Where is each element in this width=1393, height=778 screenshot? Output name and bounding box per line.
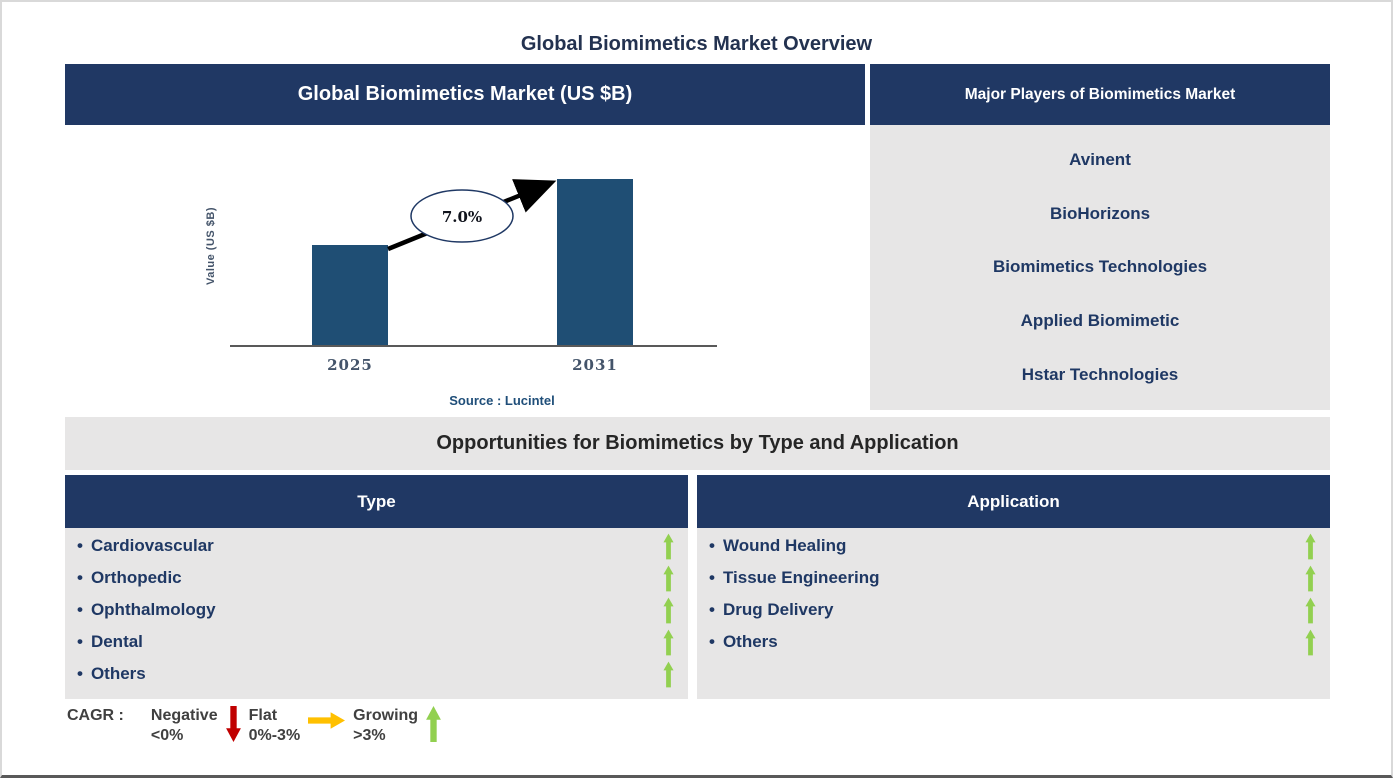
application-item: • Wound Healing: [697, 530, 1330, 562]
opportunities-banner: Opportunities for Biomimetics by Type an…: [65, 417, 1330, 470]
negative-down-arrow-icon: [225, 706, 241, 742]
growing-up-arrow-icon: [663, 565, 674, 591]
bullet: •: [709, 600, 715, 619]
cagr-value-label: 7.0%: [442, 208, 482, 226]
growing-up-arrow-icon: [1305, 629, 1316, 655]
y-axis-label: Value (US $B): [205, 206, 217, 286]
market-bar-chart: Value (US $B) 2025 2031 7.0% Source : Lu…: [65, 125, 865, 414]
application-item: • Others: [697, 626, 1330, 658]
type-header-label: Type: [357, 491, 396, 511]
market-chart-header: Global Biomimetics Market (US $B): [65, 64, 865, 125]
bullet: •: [77, 632, 83, 651]
opportunities-banner-label: Opportunities for Biomimetics by Type an…: [436, 432, 959, 454]
type-item: • Orthopedic: [65, 562, 688, 594]
bullet: •: [77, 536, 83, 555]
market-chart-header-label: Global Biomimetics Market (US $B): [297, 83, 633, 105]
type-item: • Dental: [65, 626, 688, 658]
legend-item-flat: Flat 0%-3%: [249, 706, 301, 746]
page-title: Global Biomimetics Market Overview: [520, 33, 873, 55]
growing-up-arrow-icon: [663, 533, 674, 559]
application-item-label: Drug Delivery: [722, 600, 834, 619]
player-item: Biomimetics Technologies: [992, 257, 1208, 277]
x-tick-2031: 2031: [572, 356, 618, 374]
major-players-header: Major Players of Biomimetics Market: [870, 64, 1330, 125]
application-item: • Tissue Engineering: [697, 562, 1330, 594]
type-item-label: Others: [90, 664, 146, 683]
growing-up-arrow-icon: [1305, 565, 1316, 591]
type-item: • Cardiovascular: [65, 530, 688, 562]
growing-up-arrow-icon: [663, 629, 674, 655]
legend-growing-range: >3%: [353, 727, 386, 744]
growth-arrow-icon: [387, 179, 557, 252]
growing-up-arrow-icon: [426, 706, 441, 742]
growing-up-arrow-icon: [1305, 533, 1316, 559]
application-item: • Drug Delivery: [697, 594, 1330, 626]
application-header: Application: [697, 475, 1330, 528]
type-list: • Cardiovascular • Orthopedic • Ophthalm…: [65, 528, 688, 699]
application-header-label: Application: [967, 491, 1060, 511]
legend-negative-range: <0%: [150, 727, 184, 744]
cagr-annotation-graphic: 7.0%: [387, 179, 557, 252]
legend-item-growing: Growing >3%: [353, 706, 418, 746]
type-item-label: Orthopedic: [90, 568, 182, 587]
cagr-legend-prefix: CAGR :: [67, 707, 124, 724]
application-item-label: Others: [722, 632, 778, 651]
bullet: •: [77, 600, 83, 619]
application-item-label: Tissue Engineering: [722, 568, 880, 587]
legend-flat-range: 0%-3%: [248, 727, 301, 744]
growing-up-arrow-icon: [1305, 597, 1316, 623]
major-players-header-label: Major Players of Biomimetics Market: [964, 85, 1236, 103]
flat-right-arrow-icon: [308, 712, 346, 729]
player-item: Avinent: [1069, 149, 1131, 169]
type-item-label: Ophthalmology: [90, 600, 216, 619]
type-item: • Others: [65, 658, 688, 690]
source-label: Source : Lucintel: [449, 393, 555, 408]
bullet: •: [709, 536, 715, 555]
player-item: Hstar Technologies: [1021, 365, 1179, 385]
x-tick-2025: 2025: [327, 356, 373, 374]
legend-negative-label: Negative: [150, 707, 218, 724]
application-list: • Wound Healing • Tissue Engineering • D…: [697, 528, 1330, 699]
player-item: BioHorizons: [1049, 203, 1151, 223]
bar-2031: [557, 179, 633, 345]
player-item: Applied Biomimetic: [1020, 311, 1180, 331]
bullet: •: [77, 568, 83, 587]
growing-up-arrow-icon: [663, 597, 674, 623]
application-item-label: Wound Healing: [722, 536, 847, 555]
bullet: •: [77, 664, 83, 683]
type-item-label: Dental: [90, 632, 143, 651]
type-header: Type: [65, 475, 688, 528]
cagr-ellipse: [410, 189, 514, 243]
legend-growing-label: Growing: [353, 707, 419, 724]
growing-up-arrow-icon: [663, 661, 674, 687]
x-axis-line: [230, 345, 717, 347]
bar-2025: [312, 245, 388, 345]
type-item-label: Cardiovascular: [90, 536, 214, 555]
cagr-legend: CAGR : Negative <0% Flat 0%-3% Growing >…: [67, 706, 449, 746]
major-players-list: Avinent BioHorizons Biomimetics Technolo…: [870, 125, 1330, 410]
legend-item-negative: Negative <0%: [151, 706, 218, 746]
bullet: •: [709, 632, 715, 651]
bullet: •: [709, 568, 715, 587]
type-item: • Ophthalmology: [65, 594, 688, 626]
legend-flat-label: Flat: [248, 707, 278, 724]
